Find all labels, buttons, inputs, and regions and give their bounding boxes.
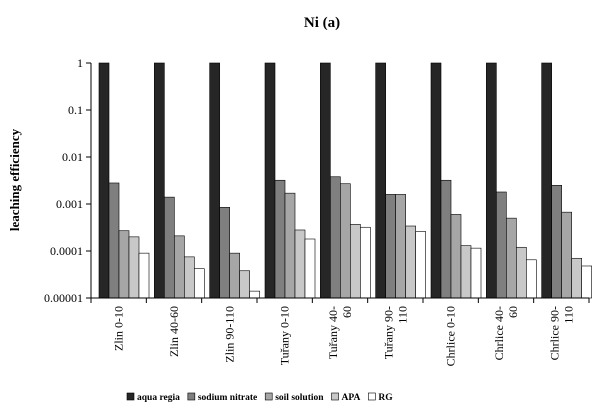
bar-sodium-nitrate: [385, 194, 396, 299]
y-tick-label: 0.00001: [44, 291, 83, 305]
bar-sodium-nitrate: [164, 196, 175, 299]
legend-label: soil solution: [275, 393, 324, 403]
bar-apa: [405, 225, 416, 299]
bar-apa: [128, 236, 140, 299]
bar-aqua-regia: [430, 62, 442, 299]
bar-soil-solution: [118, 230, 130, 299]
chart-title: Ni (a): [304, 15, 340, 31]
bar-rg: [526, 259, 537, 299]
y-tick-label: 0.1: [68, 103, 83, 117]
x-category-label-line: 110: [561, 306, 575, 324]
bar-sodium-nitrate: [274, 179, 286, 299]
bar-rg: [304, 238, 316, 299]
x-category-label-line: Tuřany 90-: [381, 306, 395, 359]
x-category-label-line: Zlin 40-60: [167, 306, 181, 357]
bar-aqua-regia: [320, 62, 331, 299]
y-tick-label: 0.001: [56, 197, 83, 211]
y-axis-label: leaching efficiency: [7, 128, 22, 231]
legend-label: sodium nitrate: [198, 393, 257, 403]
x-category-label-line: 110: [395, 306, 409, 324]
bar-apa: [460, 245, 472, 299]
bar-aqua-regia: [375, 62, 386, 299]
bar-rg: [470, 247, 482, 299]
x-category-label-line: Tuřany 40-: [326, 306, 340, 359]
legend-label: APA: [342, 393, 361, 403]
bar-aqua-regia: [264, 62, 276, 299]
y-tick-label: 0.0001: [50, 244, 83, 258]
x-category-label: Zlin 0-10: [112, 306, 126, 351]
bar-apa: [239, 270, 250, 299]
x-category-label-line: Chrlice 90-: [547, 306, 561, 360]
x-category-label-line: Chrlice 40-: [492, 306, 506, 360]
x-category-label-line: 60: [506, 306, 520, 318]
bar-sodium-nitrate: [551, 184, 562, 299]
x-category-label: Tuřany 40-60: [326, 306, 354, 359]
legend-label: RG: [378, 393, 393, 403]
bar-sodium-nitrate: [496, 191, 507, 299]
legend-label: aqua regia: [137, 393, 180, 403]
x-category-label: Tuřany 90-110: [381, 306, 409, 359]
x-category-label-line: Zlin 0-10: [112, 306, 126, 351]
bar-aqua-regia: [541, 62, 552, 299]
bar-soil-solution: [561, 211, 572, 299]
bar-rg: [194, 268, 205, 299]
bar-sodium-nitrate: [219, 207, 230, 299]
legend-swatch: [264, 392, 273, 401]
bar-aqua-regia: [209, 62, 220, 299]
bar-rg: [415, 231, 426, 299]
bar-sodium-nitrate: [108, 182, 120, 299]
bar-rg: [581, 265, 592, 299]
bar-soil-solution: [284, 192, 296, 299]
x-category-label-line: 60: [340, 306, 354, 318]
bar-apa: [571, 257, 582, 299]
bar-soil-solution: [450, 214, 462, 299]
bar-sodium-nitrate: [440, 179, 452, 299]
x-category-label: Chrlice 40-60: [492, 306, 520, 360]
bar-apa: [184, 256, 195, 299]
bar-aqua-regia: [154, 62, 165, 299]
x-category-label: Zlin 90-110: [222, 306, 236, 363]
bar-soil-solution: [174, 235, 185, 299]
bar-soil-solution: [229, 252, 240, 299]
bar-soil-solution: [340, 183, 351, 299]
y-tick-label: 0.01: [62, 150, 83, 164]
bar-aqua-regia: [98, 62, 110, 299]
legend-swatch: [126, 392, 135, 401]
x-category-label: Chrlice 90-110: [547, 306, 575, 360]
bar-sodium-nitrate: [330, 176, 341, 299]
bar-aqua-regia: [486, 62, 497, 299]
x-category-label: Chrlice 0-10: [444, 306, 458, 366]
legend-swatch: [368, 392, 376, 401]
x-category-label-line: Zlin 90-110: [222, 306, 236, 363]
legend-swatch: [187, 392, 196, 401]
bar-rg: [138, 252, 150, 299]
bar-apa: [294, 229, 306, 299]
bar-apa: [350, 223, 361, 299]
bar-soil-solution: [395, 194, 406, 299]
x-category-label: Tuřany 0-10: [278, 306, 292, 365]
bar-rg: [360, 226, 371, 299]
x-category-label-line: Chrlice 0-10: [444, 306, 458, 366]
x-category-label: Zlin 40-60: [167, 306, 181, 357]
bar-rg: [249, 290, 260, 299]
y-tick-label: 1: [77, 56, 83, 70]
bar-soil-solution: [506, 217, 517, 299]
bar-apa: [516, 246, 527, 299]
x-category-label-line: Tuřany 0-10: [278, 306, 292, 365]
legend-swatch: [331, 392, 339, 401]
